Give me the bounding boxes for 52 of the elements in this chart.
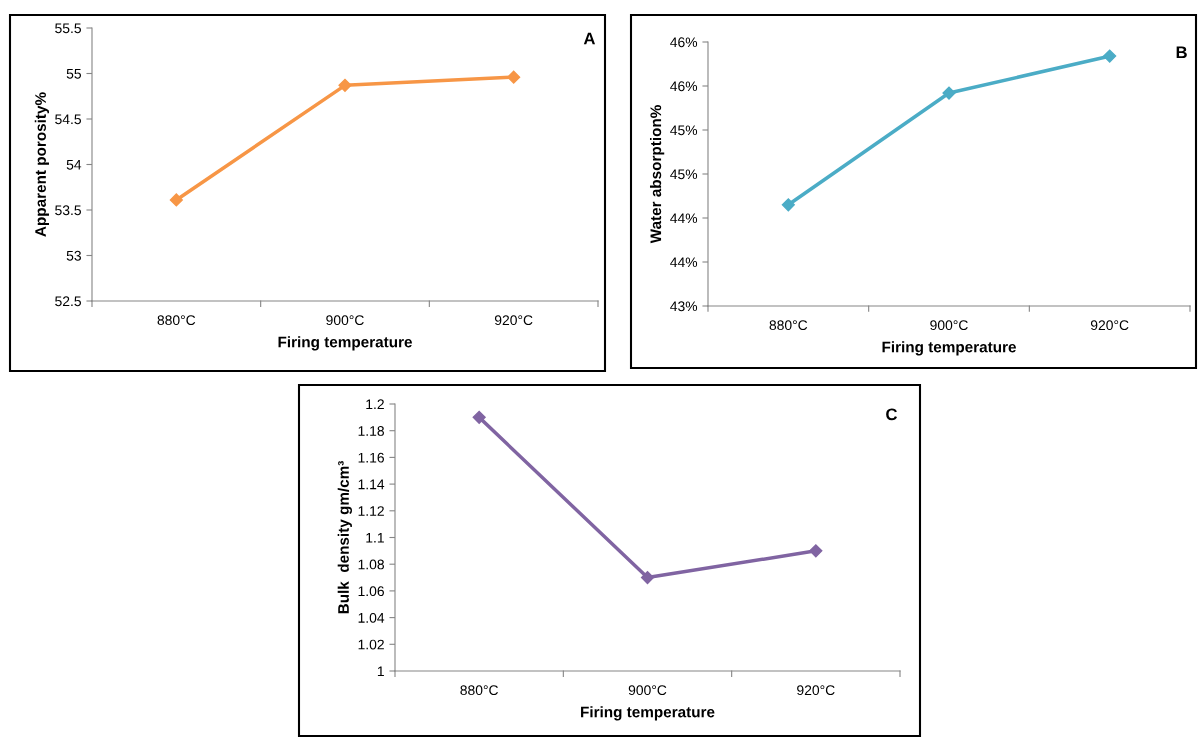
point	[507, 70, 521, 84]
annotation: B	[1176, 46, 1187, 59]
x-tick-label: 900°C	[628, 685, 667, 696]
y-tick-label: 54	[66, 159, 82, 170]
y-tick-label: 45%	[670, 125, 698, 136]
x-tick-label: 920°C	[1090, 320, 1129, 331]
y-tick-label: 55.5	[55, 23, 81, 34]
x-axis-title: Firing temperature	[278, 336, 412, 351]
point	[640, 570, 655, 585]
point	[472, 410, 486, 424]
x-tick-label: 900°C	[930, 320, 968, 331]
y-tick-label: 46%	[670, 37, 698, 48]
y-tick-label: 1	[377, 666, 384, 677]
y-tick-label: 1.02	[358, 639, 384, 650]
y-tick-label: 44%	[670, 213, 698, 224]
x-tick-label: 920°C	[797, 685, 835, 696]
x-tick-label: 880°C	[157, 315, 196, 326]
point	[942, 86, 956, 100]
x-axis-title: Firing temperature	[882, 341, 1016, 356]
y-tick-label: 1.1	[366, 532, 384, 543]
point	[169, 193, 183, 207]
y-tick-label: 1.04	[358, 612, 385, 623]
point	[781, 198, 795, 212]
y-axis-title: Bulk density gm/cm³	[337, 460, 352, 614]
y-tick-label: 1.18	[358, 426, 384, 436]
y-axis-title: Apparent porosity%	[34, 92, 49, 237]
x-tick-label: 920°C	[494, 315, 533, 326]
y-tick-label: 53	[66, 250, 81, 261]
annotation: A	[583, 32, 596, 45]
y-tick-label: 1.06	[358, 586, 384, 597]
point	[809, 544, 823, 558]
y-tick-label: 55	[66, 68, 81, 79]
y-tick-label: 1.12	[358, 506, 384, 516]
point	[338, 78, 352, 92]
y-tick-label: 52.5	[55, 296, 81, 307]
y-tick-label: 43%	[670, 301, 698, 312]
x-tick-label: 900°C	[326, 315, 364, 326]
y-axis-title: Water absorption%	[649, 105, 665, 244]
x-tick-label: 880°C	[769, 320, 808, 331]
y-tick-label: 1.08	[358, 559, 384, 570]
y-tick-label: 1.2	[366, 399, 384, 410]
y-tick-label: 1.14	[358, 479, 385, 490]
y-tick-label: 53.5	[55, 205, 81, 216]
y-tick-label: 54.5	[55, 114, 81, 125]
point	[1103, 49, 1117, 63]
y-tick-label: 1.16	[358, 452, 384, 463]
annotation: C	[886, 408, 898, 421]
y-tick-label: 45%	[670, 169, 698, 180]
y-tick-label: 46%	[670, 81, 698, 92]
x-tick-label: 880°C	[460, 685, 499, 696]
y-tick-label: 44%	[670, 257, 698, 268]
x-axis-title: Firing temperature	[581, 706, 715, 721]
